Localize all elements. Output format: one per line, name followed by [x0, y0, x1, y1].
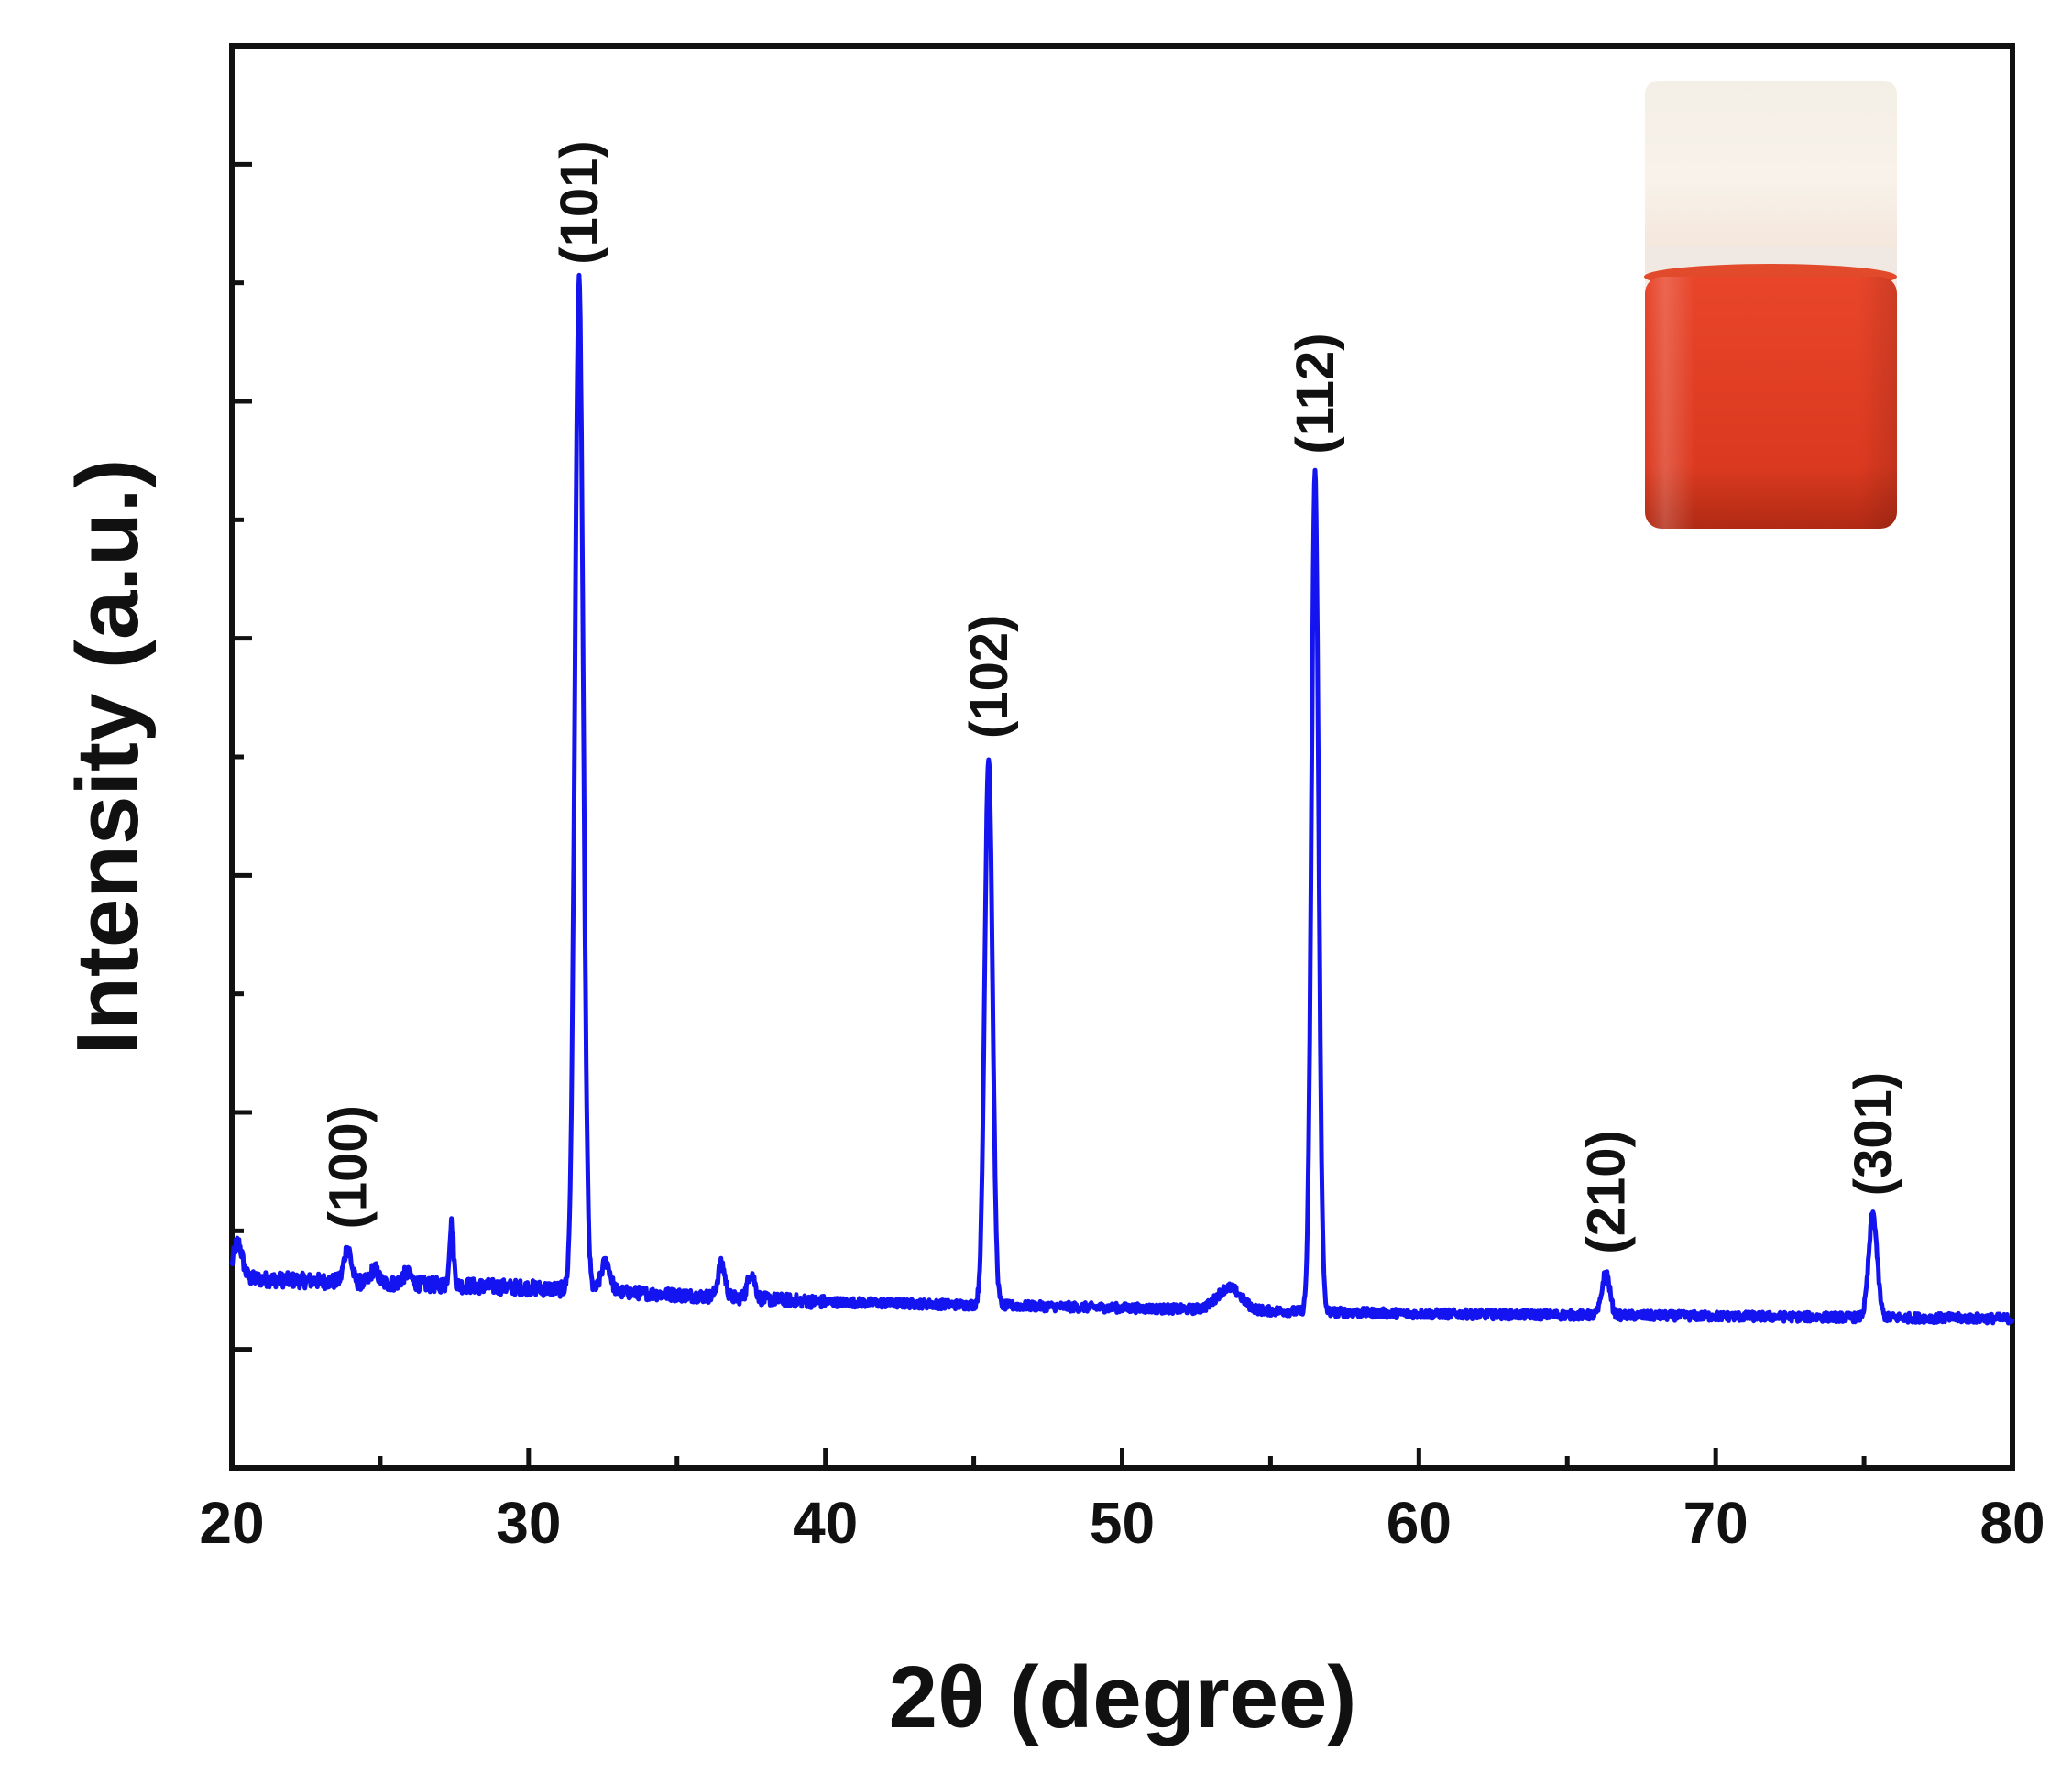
peak-label: (210): [1576, 1130, 1636, 1253]
x-tick-label: 60: [1387, 1490, 1452, 1556]
y-axis-ticks: [232, 161, 252, 1352]
series-line: [229, 272, 2015, 1326]
peak-label: (112): [1286, 333, 1345, 454]
y-axis-title: Intensity (a.u.): [59, 459, 157, 1056]
vial-liquid-shading: [1645, 277, 1897, 529]
inset-vial-photo: [1644, 81, 1897, 529]
x-tick-label: 40: [793, 1490, 858, 1556]
peak-labels: (100) (101) (102) (112) (210) (301): [318, 140, 1903, 1253]
x-tick-label: 30: [496, 1490, 561, 1556]
x-axis-tick-labels: 20 30 40 50 60 70 80: [199, 1490, 2045, 1556]
x-axis-title: 2θ (degree): [889, 1648, 1357, 1746]
x-tick-label: 20: [199, 1490, 264, 1556]
peak-label: (100): [318, 1105, 378, 1229]
x-tick-label: 70: [1683, 1490, 1749, 1556]
x-tick-label: 50: [1090, 1490, 1155, 1556]
peak-label: (102): [959, 615, 1019, 739]
peak-label: (301): [1844, 1072, 1903, 1196]
peak-label: (101): [550, 140, 609, 264]
x-tick-label: 80: [1979, 1490, 2045, 1556]
vial-cap: [1645, 81, 1897, 278]
x-axis-ticks: [229, 1448, 2015, 1468]
